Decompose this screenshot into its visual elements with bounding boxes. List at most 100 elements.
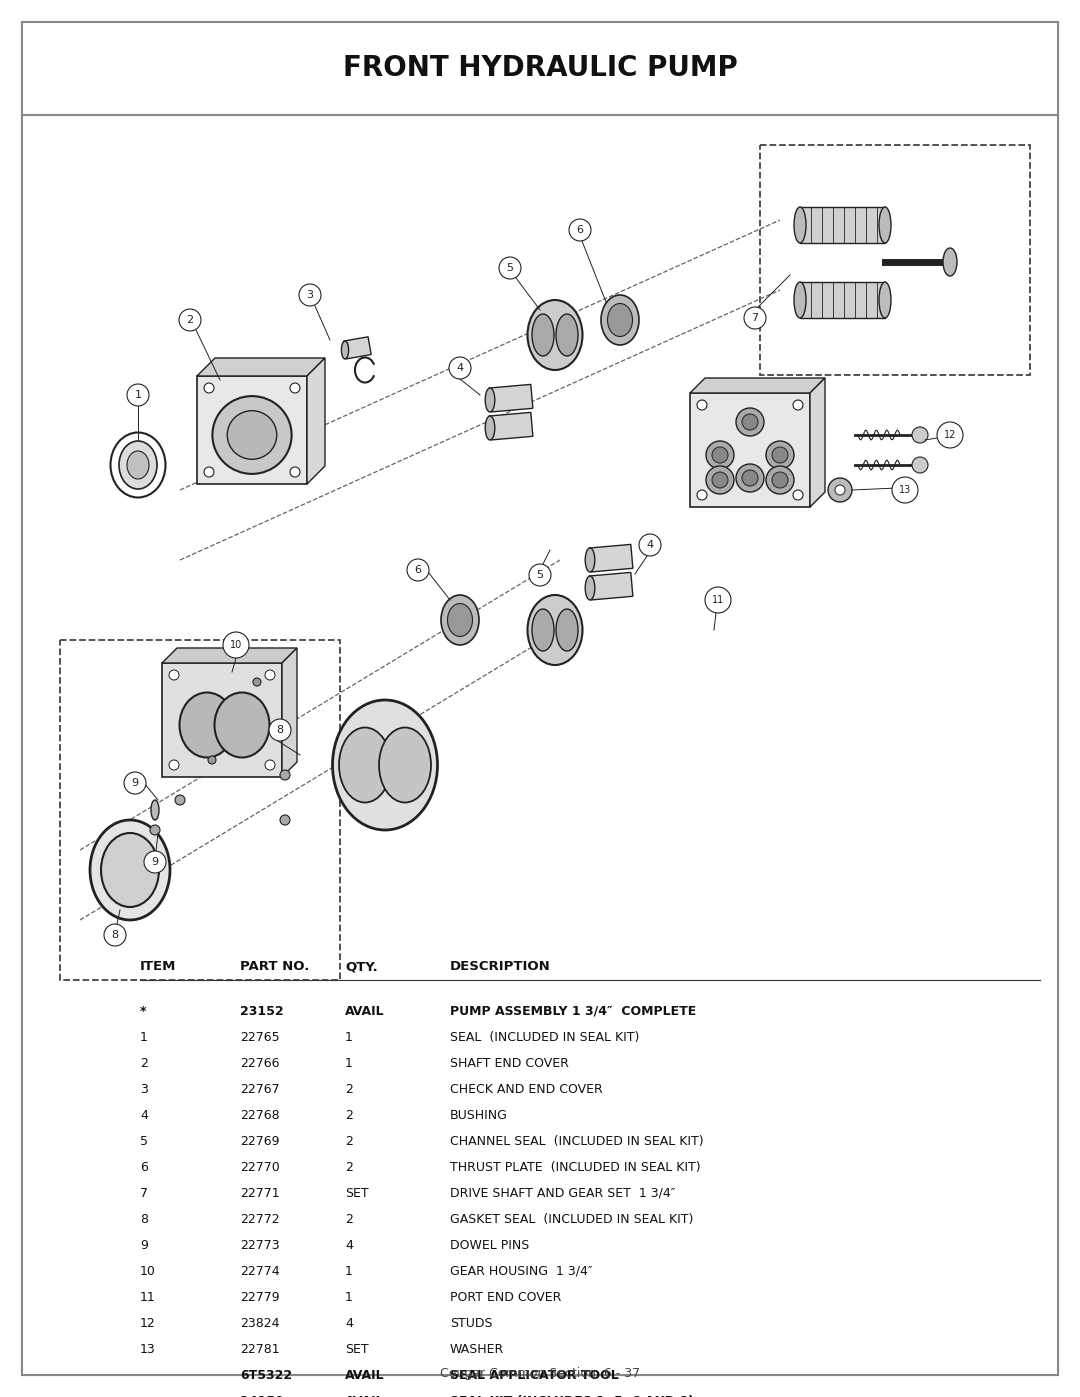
Text: SEAL KIT (INCLUDES 1, 5, 6 AND 8): SEAL KIT (INCLUDES 1, 5, 6 AND 8) (450, 1396, 694, 1397)
Text: 1: 1 (345, 1291, 353, 1303)
Text: 6: 6 (140, 1161, 148, 1173)
Text: 3: 3 (307, 291, 313, 300)
Ellipse shape (943, 249, 957, 277)
Polygon shape (343, 337, 372, 359)
Ellipse shape (794, 207, 806, 243)
Text: 2: 2 (187, 314, 193, 326)
Polygon shape (197, 376, 307, 483)
Text: 7: 7 (752, 313, 758, 323)
Polygon shape (162, 648, 297, 664)
Ellipse shape (556, 314, 578, 356)
Text: FRONT HYDRAULIC PUMP: FRONT HYDRAULIC PUMP (342, 54, 738, 82)
Polygon shape (489, 412, 532, 440)
Circle shape (449, 358, 471, 379)
Text: 9: 9 (132, 778, 138, 788)
Text: AVAIL: AVAIL (345, 1369, 384, 1382)
Text: 22769: 22769 (240, 1134, 280, 1148)
Ellipse shape (379, 728, 431, 802)
Circle shape (742, 414, 758, 430)
Text: DRIVE SHAFT AND GEAR SET  1 3/4″: DRIVE SHAFT AND GEAR SET 1 3/4″ (450, 1187, 675, 1200)
Text: 23824: 23824 (240, 1317, 280, 1330)
Text: BUSHING: BUSHING (450, 1109, 508, 1122)
Text: PORT END COVER: PORT END COVER (450, 1291, 562, 1303)
Polygon shape (307, 358, 325, 483)
Circle shape (569, 219, 591, 242)
Ellipse shape (879, 207, 891, 243)
Circle shape (291, 383, 300, 393)
Text: 4: 4 (345, 1317, 353, 1330)
Text: 22766: 22766 (240, 1058, 280, 1070)
Text: 9: 9 (151, 856, 159, 868)
Text: WASHER: WASHER (450, 1343, 504, 1356)
Text: 1: 1 (135, 390, 141, 400)
Text: 1: 1 (345, 1266, 353, 1278)
Circle shape (104, 923, 126, 946)
Ellipse shape (179, 693, 234, 757)
Circle shape (772, 472, 788, 488)
Ellipse shape (794, 282, 806, 319)
Text: 2: 2 (345, 1109, 353, 1122)
Text: 8: 8 (111, 930, 119, 940)
Polygon shape (810, 379, 825, 507)
Ellipse shape (213, 397, 292, 474)
Text: 9: 9 (140, 1239, 148, 1252)
Text: SEAL APPLICATOR TOOL: SEAL APPLICATOR TOOL (450, 1369, 619, 1382)
Text: *: * (140, 1004, 147, 1018)
Circle shape (265, 671, 275, 680)
Circle shape (705, 587, 731, 613)
Circle shape (299, 284, 321, 306)
Ellipse shape (339, 728, 391, 802)
Text: 8: 8 (140, 1213, 148, 1227)
Text: SET: SET (345, 1343, 368, 1356)
Ellipse shape (333, 700, 437, 830)
Text: 22774: 22774 (240, 1266, 280, 1278)
Polygon shape (489, 384, 532, 412)
Ellipse shape (102, 833, 159, 907)
Text: 23152: 23152 (240, 1004, 284, 1018)
Polygon shape (162, 664, 282, 777)
Circle shape (744, 307, 766, 330)
Circle shape (204, 467, 214, 476)
Ellipse shape (151, 800, 159, 820)
Polygon shape (282, 648, 297, 777)
Text: 5: 5 (140, 1134, 148, 1148)
Text: 6T5322: 6T5322 (240, 1369, 292, 1382)
Text: 2: 2 (345, 1213, 353, 1227)
Ellipse shape (527, 300, 582, 370)
Text: 2: 2 (345, 1134, 353, 1148)
Circle shape (222, 631, 249, 658)
Bar (800, 282, 885, 319)
Polygon shape (589, 573, 633, 599)
Polygon shape (197, 358, 325, 376)
Text: AVAIL: AVAIL (345, 1004, 384, 1018)
Circle shape (706, 467, 734, 495)
Ellipse shape (585, 576, 595, 599)
Circle shape (124, 773, 146, 793)
Text: STUDS: STUDS (450, 1317, 492, 1330)
Polygon shape (690, 379, 825, 393)
Text: 22772: 22772 (240, 1213, 280, 1227)
Ellipse shape (879, 282, 891, 319)
Text: 22779: 22779 (240, 1291, 280, 1303)
Text: CHANNEL SEAL  (INCLUDED IN SEAL KIT): CHANNEL SEAL (INCLUDED IN SEAL KIT) (450, 1134, 704, 1148)
Text: 22773: 22773 (240, 1239, 280, 1252)
Polygon shape (690, 393, 810, 507)
Bar (22, 22, 1058, 115)
Circle shape (712, 447, 728, 462)
Circle shape (735, 408, 764, 436)
Text: Cougar Common Section  6 - 37: Cougar Common Section 6 - 37 (440, 1368, 640, 1380)
Bar (760, 145, 1030, 374)
Text: QTY.: QTY. (345, 960, 378, 972)
Text: 11: 11 (140, 1291, 156, 1303)
Text: 22781: 22781 (240, 1343, 280, 1356)
Circle shape (127, 384, 149, 407)
Circle shape (742, 469, 758, 486)
Ellipse shape (532, 609, 554, 651)
Circle shape (175, 795, 185, 805)
Ellipse shape (485, 388, 495, 412)
Text: 4: 4 (345, 1239, 353, 1252)
Ellipse shape (527, 595, 582, 665)
Text: 2: 2 (345, 1083, 353, 1097)
Circle shape (179, 309, 201, 331)
Text: 2: 2 (140, 1058, 148, 1070)
